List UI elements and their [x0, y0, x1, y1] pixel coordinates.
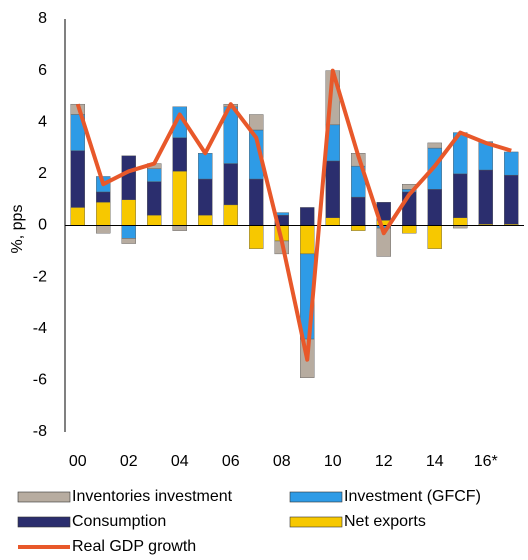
bar-segment — [453, 217, 468, 226]
bar-segment — [504, 151, 519, 176]
bar-segment — [147, 181, 162, 216]
x-tick-label: 02 — [120, 453, 138, 470]
bar-segment — [96, 191, 111, 203]
line-series — [75, 68, 512, 362]
bar-segment — [351, 196, 366, 226]
bar-segment — [121, 238, 136, 244]
bar-segment — [300, 225, 315, 255]
bar-segment — [223, 204, 238, 226]
y-tick-label: 6 — [38, 62, 47, 79]
x-tick-label: 12 — [375, 453, 393, 470]
y-tick-label: -8 — [33, 423, 47, 440]
bar-segment — [504, 174, 519, 225]
legend-label: Net exports — [344, 513, 426, 530]
bar-segment — [249, 178, 264, 226]
bar-segment — [147, 168, 162, 182]
legend-swatch — [289, 516, 343, 528]
y-tick-label: 0 — [38, 217, 47, 234]
bar-segment — [300, 207, 315, 226]
x-tick-label: 04 — [171, 453, 189, 470]
bar-segment — [427, 142, 442, 149]
bar-segment — [70, 150, 85, 208]
legend-label: Investment (GFCF) — [344, 488, 481, 505]
bar-segment — [172, 225, 187, 231]
y-tick-label: 8 — [38, 10, 47, 27]
bar-segment — [96, 202, 111, 226]
legend-swatch — [289, 491, 343, 503]
legend-swatch — [17, 491, 71, 503]
legend-label: Inventories investment — [72, 488, 233, 505]
bar-segment — [249, 225, 264, 249]
bar-segment — [402, 225, 417, 234]
y-tick-label: -2 — [33, 268, 47, 285]
legend-label: Real GDP growth — [72, 538, 196, 555]
bar-segment — [223, 163, 238, 206]
bar-segment — [325, 217, 340, 226]
y-tick-label: -6 — [33, 372, 47, 389]
y-tick-label: 2 — [38, 165, 47, 182]
bar-segment — [427, 189, 442, 226]
bar-segment — [121, 199, 136, 226]
bar-segment — [121, 155, 136, 200]
bar-segment — [351, 225, 366, 231]
y-tick-label: 4 — [38, 113, 47, 130]
legend-label: Consumption — [72, 513, 166, 530]
bar-segment — [172, 171, 187, 226]
legend-swatch — [17, 516, 71, 528]
bar-segment — [147, 214, 162, 226]
bar-segment — [96, 225, 111, 234]
bar-segment — [325, 160, 340, 218]
bar-segment — [427, 225, 442, 249]
bar-segment — [70, 207, 85, 226]
bar-segment — [453, 173, 468, 218]
x-tick-label: 06 — [222, 453, 240, 470]
x-tick-label: 00 — [69, 453, 87, 470]
bar-segment — [198, 178, 213, 216]
x-tick-label: 16* — [474, 453, 498, 470]
bar-segment — [198, 153, 213, 180]
bar-segment — [249, 114, 264, 131]
x-tick-label: 08 — [273, 453, 291, 470]
y-tick-label: -4 — [33, 320, 47, 337]
bar-segment — [478, 169, 493, 225]
x-tick-label: 10 — [324, 453, 342, 470]
bar-segment — [198, 214, 213, 226]
bar-segment — [172, 137, 187, 172]
x-tick-label: 14 — [426, 453, 444, 470]
bar-segment — [121, 225, 136, 239]
y-axis-label: %, pps — [9, 205, 26, 254]
